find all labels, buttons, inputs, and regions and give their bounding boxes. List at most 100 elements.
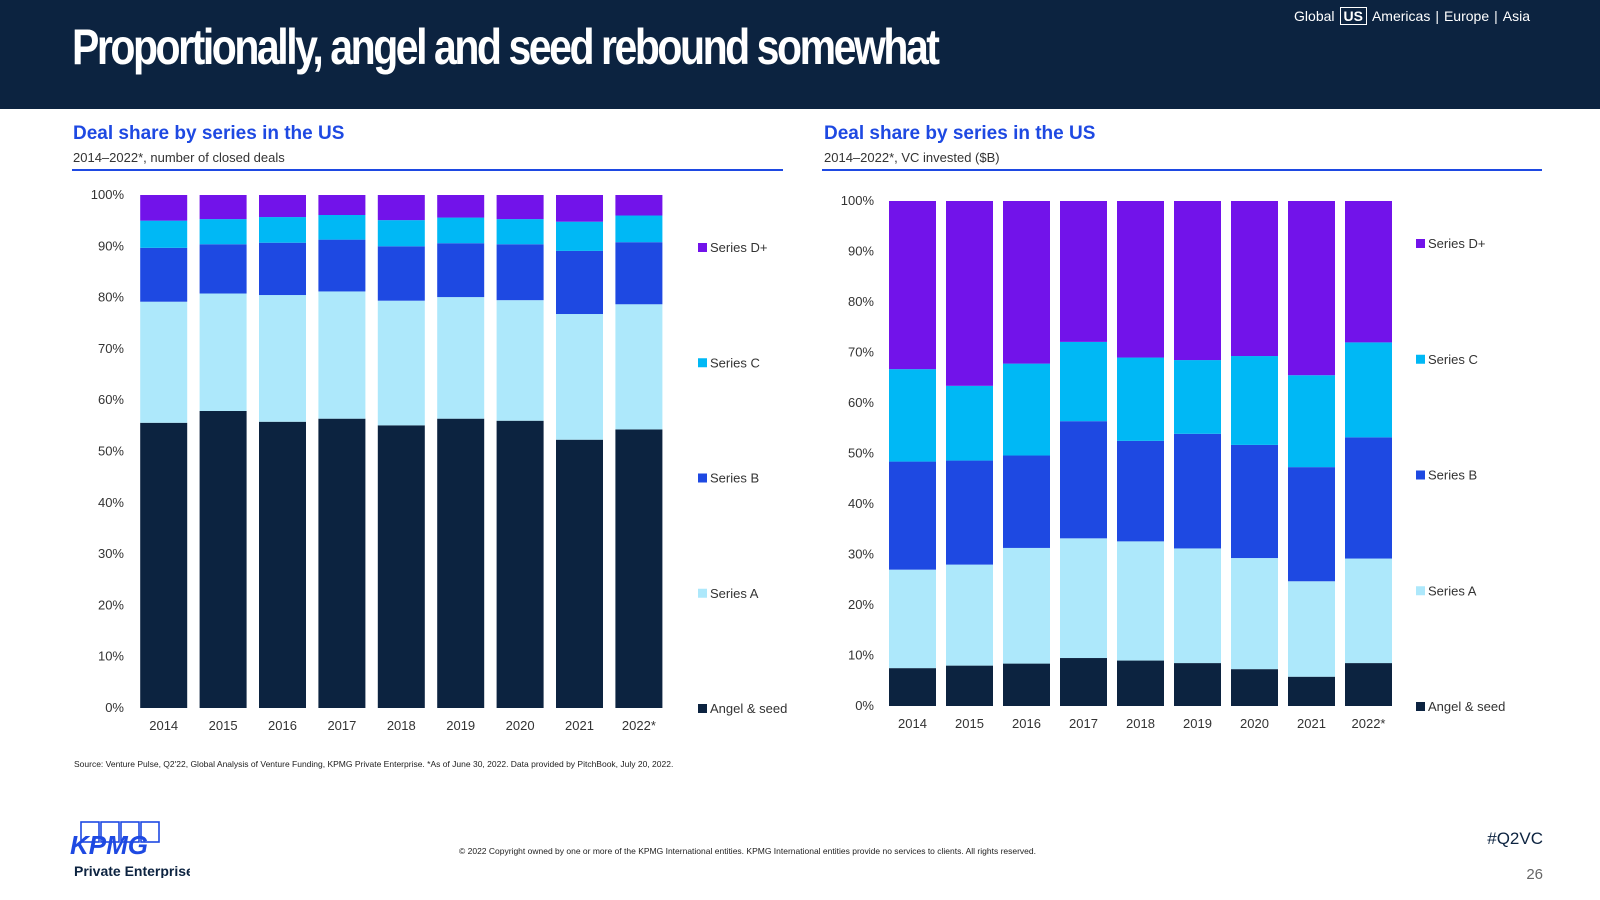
right-chart-rule (822, 169, 1542, 171)
region-link-europe[interactable]: Europe (1443, 8, 1490, 24)
x-tick-label: 2015 (209, 718, 238, 733)
bar-segment (318, 291, 366, 419)
bar-segment (615, 215, 663, 243)
bar-segment (377, 246, 425, 301)
x-tick-label: 2014 (149, 718, 178, 733)
y-tick-label: 40% (98, 495, 124, 510)
x-tick-label: 2021 (565, 718, 594, 733)
legend-swatch (698, 358, 707, 368)
bar-segment (1345, 342, 1392, 438)
legend-label: Angel & seed (1428, 699, 1505, 714)
bar-segment (1060, 421, 1107, 539)
x-tick-label: 2021 (1297, 716, 1326, 731)
bar-segment (556, 195, 603, 222)
hashtag: #Q2VC (1487, 829, 1543, 848)
vc-invested-chart: 0% 10% 20% 30% 40% 50% 60% 70% 80% 90% 100% 2014 201… (841, 193, 1506, 731)
y-tick-label: 60% (98, 392, 124, 407)
bar-segment (1117, 357, 1164, 441)
region-separator: | (1494, 8, 1498, 24)
y-tick-label: 80% (848, 294, 874, 309)
bar-segment (1117, 660, 1164, 706)
legend-swatch (698, 243, 707, 252)
x-tick-label: 2018 (387, 718, 416, 733)
kpmg-logo: KPMG Private Enterprise (70, 820, 194, 883)
bar-segment (437, 418, 485, 708)
bar-segment (140, 220, 188, 248)
bar-segment (259, 195, 306, 218)
bar-segment (615, 429, 663, 708)
bar-segment (496, 219, 544, 245)
y-tick-label: 90% (98, 238, 124, 253)
bar-segment (199, 219, 247, 245)
bar-segment (615, 195, 663, 216)
legend-swatch (698, 704, 707, 713)
region-link-americas[interactable]: Americas (1371, 8, 1431, 24)
legend-label: Series D+ (1428, 236, 1485, 251)
right-chart-title: Deal share by series in the US (824, 123, 1096, 144)
bar-segment (140, 247, 188, 302)
region-link-us[interactable]: US (1339, 7, 1367, 25)
bar-segment (1117, 201, 1164, 358)
legend-label: Series C (1428, 352, 1478, 367)
bar-segment (318, 195, 366, 216)
bar-segment (140, 422, 188, 708)
bar-segment (140, 195, 188, 221)
legend-label: Series B (1428, 468, 1477, 483)
x-tick-label: 2022* (622, 718, 656, 733)
y-tick-label: 0% (105, 700, 124, 715)
kpmg-logo-text: KPMG (70, 830, 148, 860)
bar-segment (199, 244, 247, 294)
x-tick-label: 2015 (955, 716, 984, 731)
bar-segment (259, 421, 306, 708)
y-tick-label: 90% (848, 244, 874, 259)
x-tick-label: 2016 (268, 718, 297, 733)
bar-segment (1117, 541, 1164, 661)
copyright-note: © 2022 Copyright owned by one or more of… (459, 846, 1036, 856)
x-tick-label: 2020 (506, 718, 535, 733)
y-tick-label: 60% (848, 395, 874, 410)
bar-segment (1060, 658, 1107, 706)
y-tick-label: 30% (98, 546, 124, 561)
kpmg-logo-subtext: Private Enterprise (74, 863, 190, 878)
bar-segment (496, 420, 544, 708)
y-tick-label: 10% (848, 648, 874, 663)
bar-segment (437, 243, 485, 298)
bar-segment (889, 569, 936, 669)
bar-segment (1345, 558, 1392, 664)
x-tick-label: 2019 (1183, 716, 1212, 731)
y-tick-label: 0% (855, 698, 874, 713)
bar-segment (1003, 201, 1050, 364)
bar-segment (437, 217, 485, 244)
region-link-global[interactable]: Global (1294, 8, 1335, 24)
left-chart-subtitle: 2014–2022*, number of closed deals (73, 150, 285, 165)
bar-segment (1231, 669, 1278, 706)
legend-swatch (1416, 239, 1425, 248)
y-tick-label: 20% (98, 597, 124, 612)
x-tick-label: 2017 (327, 718, 356, 733)
page-title: Proportionally, angel and seed rebound s… (72, 19, 940, 75)
bar-segment (1288, 581, 1335, 677)
kpmg-logo-mark: KPMG Private Enterprise (70, 821, 194, 879)
bar-segment (199, 293, 247, 411)
left-chart-rule (72, 169, 783, 171)
region-link-asia[interactable]: Asia (1502, 8, 1530, 24)
bar-segment (1060, 201, 1107, 342)
bar-segment (889, 668, 936, 706)
bar-segment (1288, 676, 1335, 706)
bar-segment (377, 195, 425, 221)
x-tick-label: 2022* (1352, 716, 1386, 731)
bar-segment (556, 250, 603, 315)
bar-segment (259, 295, 306, 422)
bar-segment (259, 242, 306, 296)
bar-segment (496, 195, 544, 220)
legend-label: Series A (1428, 583, 1477, 598)
bar-segment (1231, 356, 1278, 445)
y-tick-label: 70% (848, 345, 874, 360)
page-number: 26 (1526, 866, 1543, 883)
legend-label: Series C (710, 355, 760, 370)
header-bar: Proportionally, angel and seed rebound s… (0, 0, 1600, 109)
bar-segment (496, 244, 544, 301)
bar-segment (1345, 663, 1392, 706)
bar-segment (946, 460, 993, 565)
bar-segment (1174, 433, 1221, 549)
